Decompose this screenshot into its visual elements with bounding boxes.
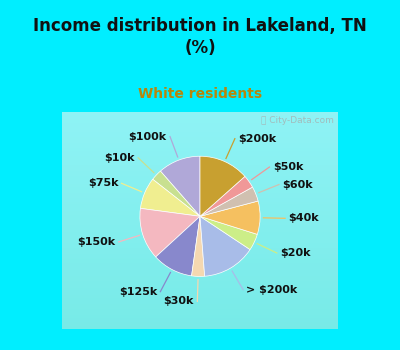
Wedge shape <box>153 171 200 216</box>
Text: $20k: $20k <box>280 248 311 258</box>
Text: $30k: $30k <box>164 296 194 306</box>
Wedge shape <box>200 216 250 276</box>
Wedge shape <box>140 208 200 257</box>
Wedge shape <box>160 156 200 216</box>
Wedge shape <box>200 187 258 216</box>
Text: $200k: $200k <box>238 134 276 143</box>
Text: $40k: $40k <box>288 213 319 223</box>
Text: $50k: $50k <box>273 162 303 172</box>
Text: ⓘ City-Data.com: ⓘ City-Data.com <box>261 116 334 125</box>
Text: $100k: $100k <box>128 132 167 142</box>
Wedge shape <box>192 216 205 276</box>
Text: $60k: $60k <box>282 180 313 189</box>
Wedge shape <box>156 216 200 276</box>
Wedge shape <box>140 179 200 216</box>
Text: > $200k: > $200k <box>246 285 298 295</box>
Wedge shape <box>200 176 252 216</box>
Wedge shape <box>200 216 257 250</box>
Wedge shape <box>200 156 245 216</box>
Text: White residents: White residents <box>138 87 262 101</box>
Text: $150k: $150k <box>77 237 116 247</box>
Text: Income distribution in Lakeland, TN
(%): Income distribution in Lakeland, TN (%) <box>33 17 367 57</box>
Text: $10k: $10k <box>104 153 135 163</box>
Text: $75k: $75k <box>88 178 118 188</box>
Wedge shape <box>200 201 260 234</box>
Text: $125k: $125k <box>119 287 157 297</box>
